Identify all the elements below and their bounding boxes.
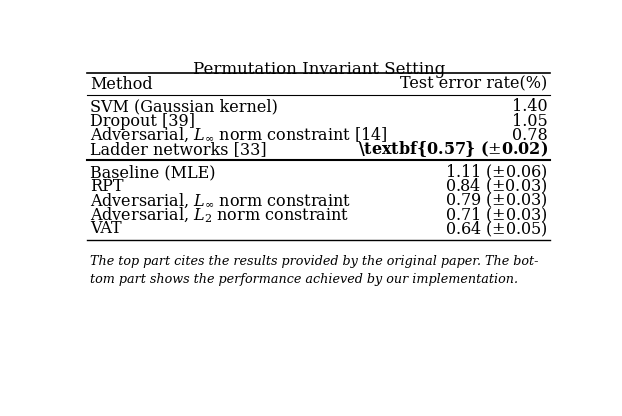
Text: 0.84 ($\pm$0.03): 0.84 ($\pm$0.03) bbox=[445, 177, 548, 196]
Text: Dropout [39]: Dropout [39] bbox=[90, 113, 195, 129]
Text: RPT: RPT bbox=[90, 178, 123, 195]
Text: tom part shows the performance achieved by our implementation.: tom part shows the performance achieved … bbox=[90, 272, 518, 285]
Text: 1.40: 1.40 bbox=[512, 99, 548, 115]
Text: Method: Method bbox=[90, 76, 152, 93]
Text: Adversarial, $L_{2}$ norm constraint: Adversarial, $L_{2}$ norm constraint bbox=[90, 205, 349, 225]
Text: Adversarial, $L_{\infty}$ norm constraint [14]: Adversarial, $L_{\infty}$ norm constrain… bbox=[90, 126, 388, 144]
Text: Permutation Invariant Setting: Permutation Invariant Setting bbox=[193, 61, 445, 78]
Text: Adversarial, $L_{\infty}$ norm constraint: Adversarial, $L_{\infty}$ norm constrain… bbox=[90, 192, 351, 210]
Text: 0.79 ($\pm$0.03): 0.79 ($\pm$0.03) bbox=[445, 191, 548, 210]
Text: 0.64 ($\pm$0.05): 0.64 ($\pm$0.05) bbox=[445, 219, 548, 239]
Text: 0.78: 0.78 bbox=[512, 126, 548, 144]
Text: 1.11 ($\pm$0.06): 1.11 ($\pm$0.06) bbox=[445, 163, 548, 182]
Text: 0.71 ($\pm$0.03): 0.71 ($\pm$0.03) bbox=[445, 205, 548, 225]
Text: Baseline (MLE): Baseline (MLE) bbox=[90, 164, 215, 181]
Text: \textbf{0.57} ($\pm$0.02): \textbf{0.57} ($\pm$0.02) bbox=[358, 139, 548, 159]
Text: 1.05: 1.05 bbox=[512, 113, 548, 129]
Text: SVM (Gaussian kernel): SVM (Gaussian kernel) bbox=[90, 99, 277, 115]
Text: Ladder networks [33]: Ladder networks [33] bbox=[90, 141, 266, 158]
Text: The top part cites the results provided by the original paper. The bot-: The top part cites the results provided … bbox=[90, 255, 538, 268]
Text: VAT: VAT bbox=[90, 220, 121, 238]
Text: Test error rate(%): Test error rate(%) bbox=[401, 76, 548, 93]
